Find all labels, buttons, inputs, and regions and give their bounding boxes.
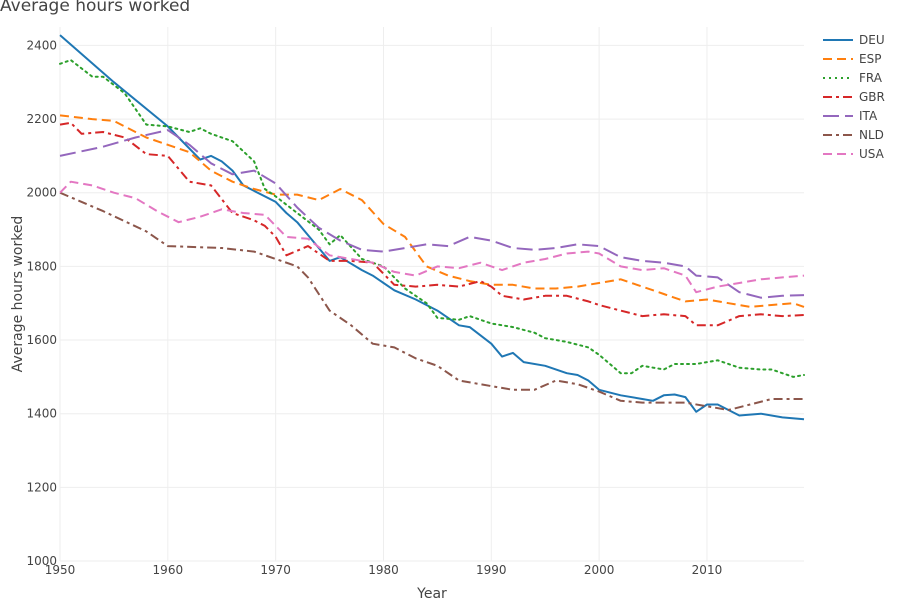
y-axis-ticks: 1000 1200 1400 1600 1800 2000 2200 2400 (26, 38, 57, 568)
y-tick-label: 2000 (26, 186, 57, 200)
legend-label: DEU (859, 33, 885, 47)
legend-item-gbr[interactable]: GBR (823, 90, 885, 104)
y-tick-label: 2200 (26, 112, 57, 126)
series-lines (59, 34, 805, 421)
series-line-nld (59, 191, 804, 411)
series-line-usa (59, 180, 805, 294)
legend-label: USA (859, 147, 885, 161)
series-line-esp (59, 114, 805, 308)
legend-label: ESP (859, 52, 881, 66)
x-tick-label: 2000 (584, 563, 615, 577)
legend-label: ITA (859, 109, 878, 123)
x-axis-ticks: 1950 1960 1970 1980 1990 2000 2010 (45, 563, 723, 577)
series-line-gbr (59, 121, 805, 327)
x-axis-title: Year (416, 586, 447, 600)
y-tick-label: 1800 (26, 259, 57, 273)
y-tick-label: 1000 (26, 554, 57, 568)
legend-label: NLD (859, 128, 884, 142)
legend-item-deu[interactable]: DEU (823, 33, 885, 47)
legend-item-fra[interactable]: FRA (823, 71, 883, 85)
legend-item-usa[interactable]: USA (823, 147, 885, 161)
legend[interactable]: DEU ESP FRA GBR ITA NLD USA (823, 33, 885, 161)
y-tick-label: 1200 (26, 480, 57, 494)
legend-item-nld[interactable]: NLD (823, 128, 884, 142)
legend-label: GBR (859, 90, 885, 104)
y-axis-title: Average hours worked (10, 216, 26, 373)
chart-title: Average hours worked (0, 0, 191, 16)
x-tick-label: 1950 (45, 563, 76, 577)
legend-item-ita[interactable]: ITA (823, 109, 878, 123)
series-line-deu (59, 34, 805, 421)
x-tick-label: 2010 (692, 563, 723, 577)
y-tick-label: 1600 (26, 333, 57, 347)
series-line-fra (59, 59, 805, 378)
grid-lines (59, 27, 804, 562)
legend-item-esp[interactable]: ESP (823, 52, 881, 66)
x-tick-label: 1980 (368, 563, 399, 577)
x-tick-label: 1970 (260, 563, 291, 577)
series-line-ita (59, 129, 805, 299)
x-tick-label: 1960 (153, 563, 184, 577)
y-tick-label: 2400 (26, 38, 57, 52)
legend-label: FRA (859, 71, 883, 85)
y-tick-label: 1400 (26, 407, 57, 421)
x-tick-label: 1990 (476, 563, 507, 577)
